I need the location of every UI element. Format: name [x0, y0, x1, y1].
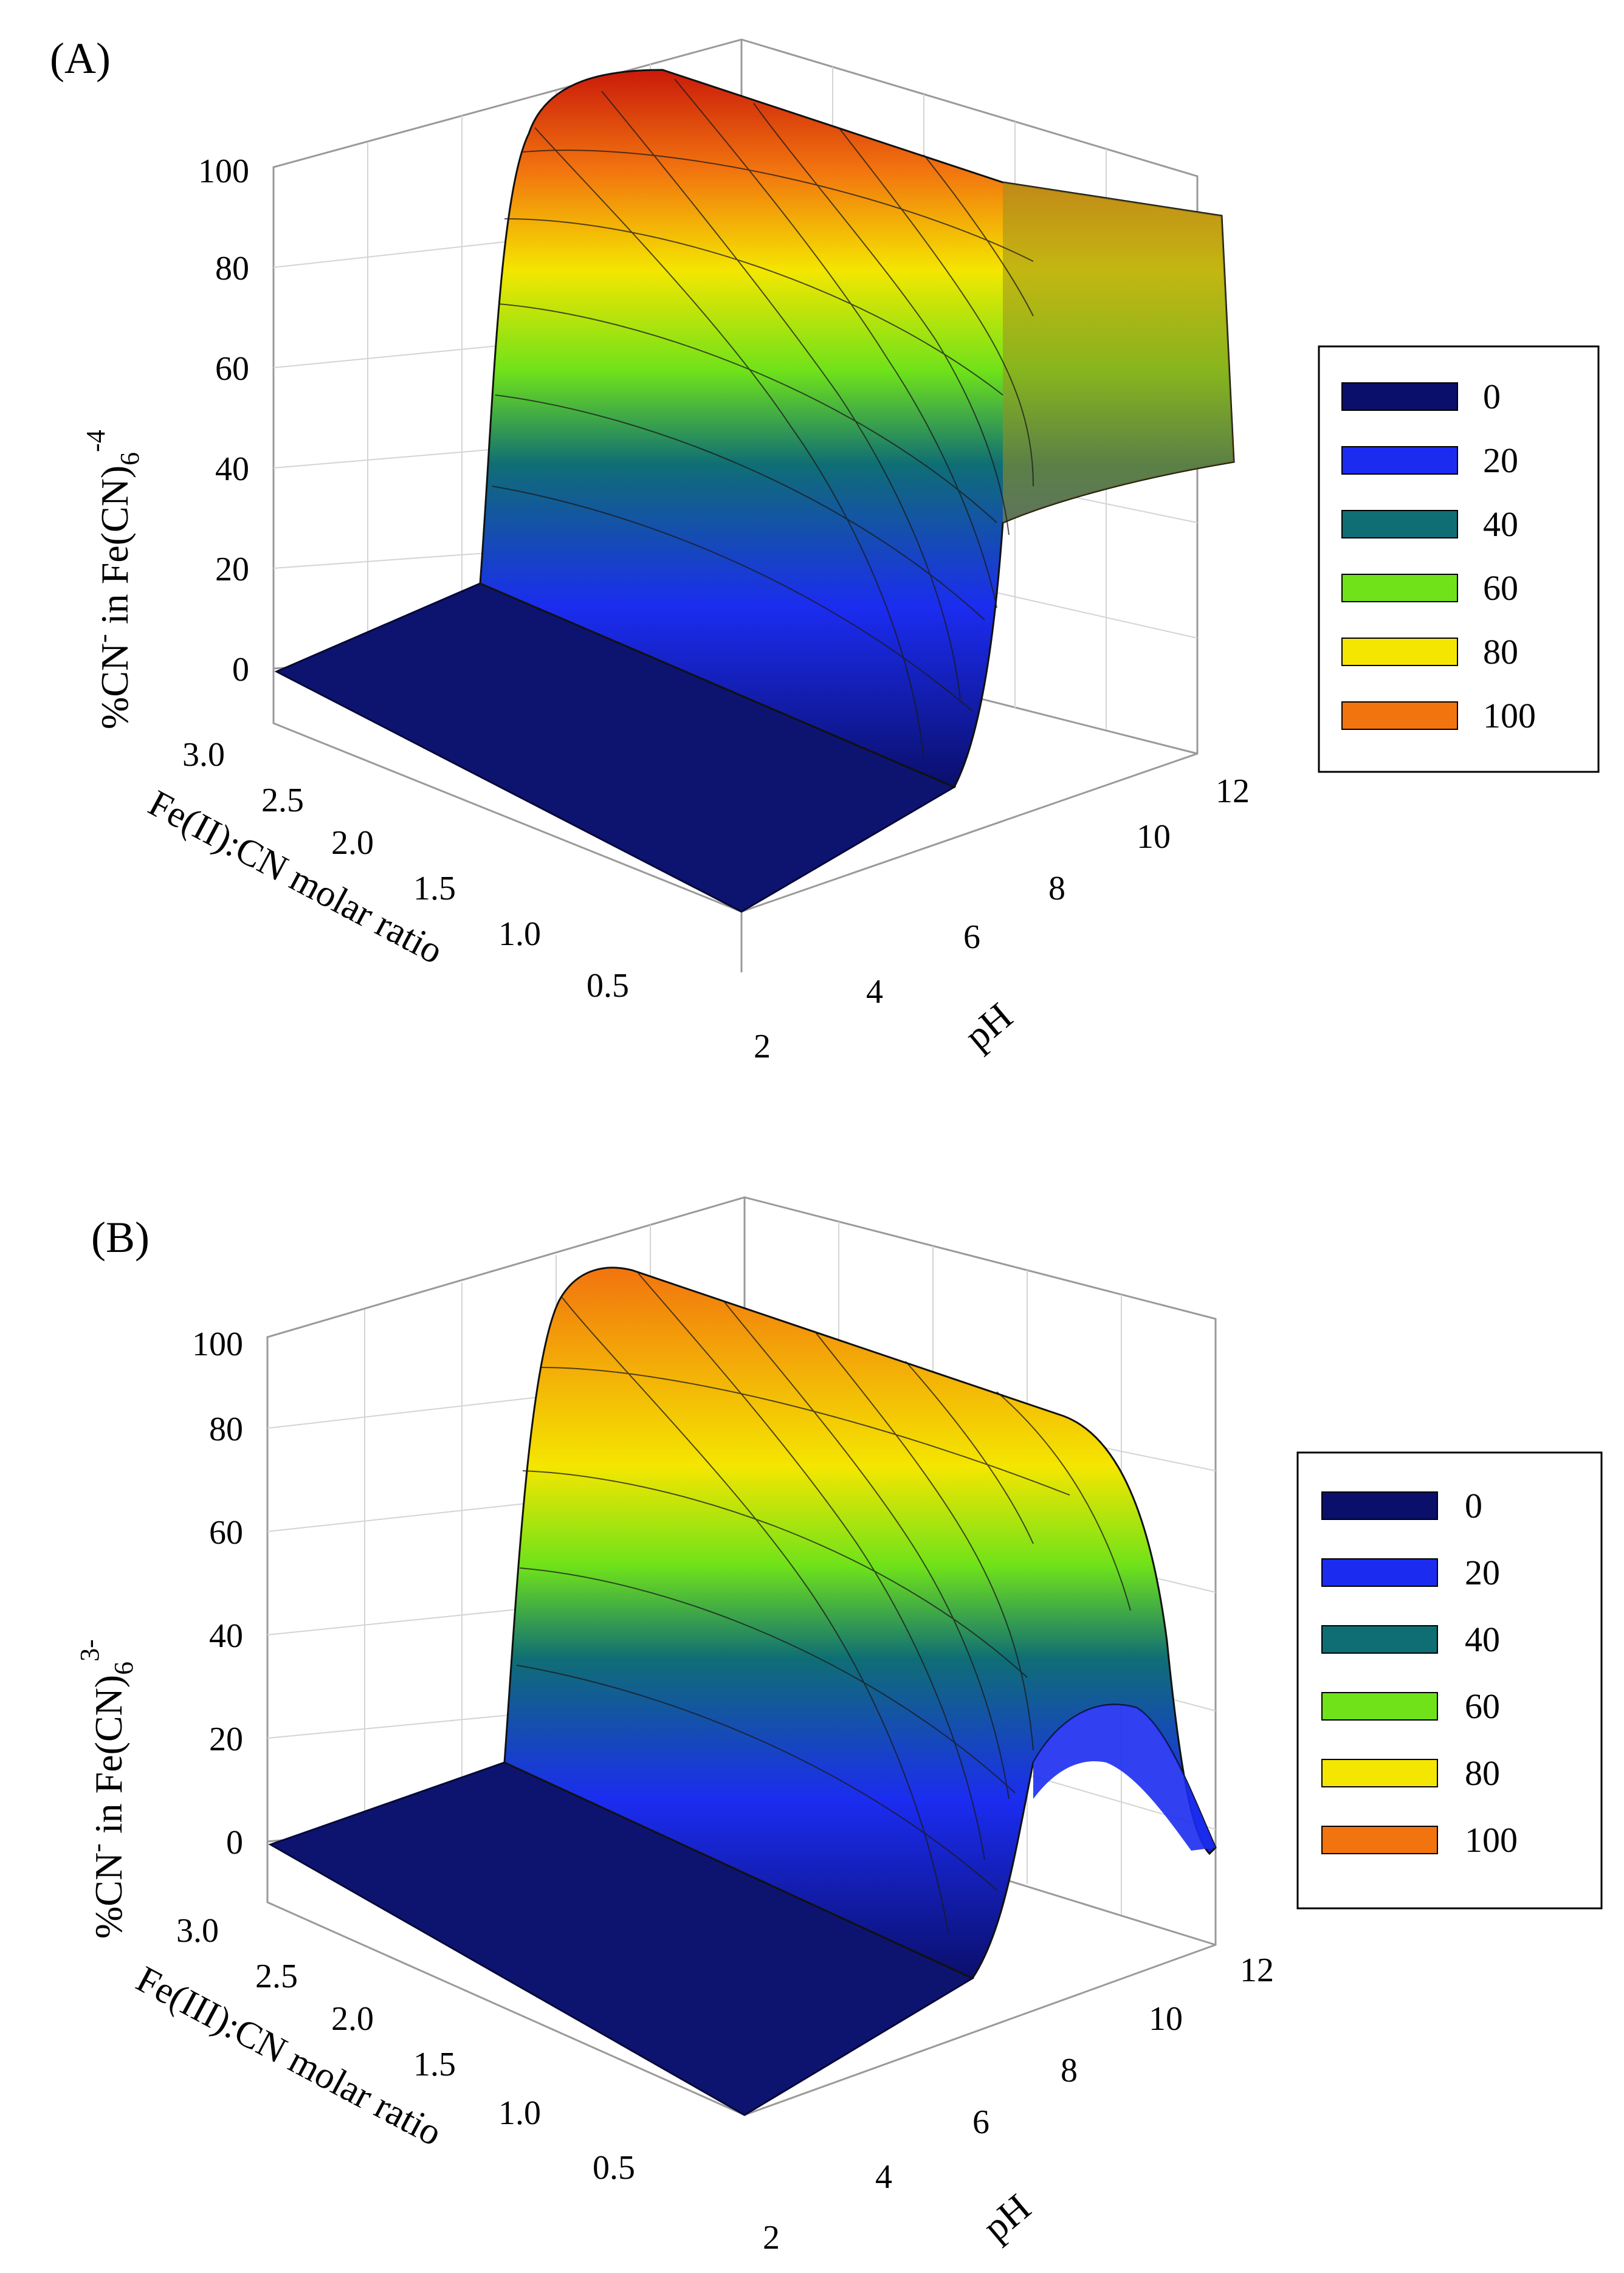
- legend-swatch: [1321, 1692, 1438, 1721]
- legend-label: 20: [1483, 441, 1518, 480]
- panel-b-z-axis-title: %CN- in Fe(CN)63-: [75, 1639, 139, 1939]
- legend-item: 0: [1321, 1486, 1482, 1525]
- legend-swatch: [1341, 510, 1458, 538]
- panel-b-z-ticks: 0 20 40 60 80 100: [192, 1326, 243, 1862]
- panel-b: (B): [75, 1196, 1603, 2257]
- panel-b-x-tick: 3.0: [176, 1912, 219, 1950]
- panel-b-y-tick: 10: [1149, 2000, 1183, 2038]
- legend-item: 0: [1341, 377, 1501, 416]
- legend-item: 80: [1341, 632, 1518, 672]
- panel-b-x-tick: 1.0: [498, 2094, 541, 2132]
- legend-swatch: [1341, 638, 1458, 666]
- panel-b-x-tick: 1.5: [413, 2046, 456, 2083]
- panel-b-y-tick: 4: [875, 2158, 892, 2196]
- panel-a-legend: 0 20 40 60 80 100: [1318, 345, 1600, 773]
- panel-a-label: (A): [50, 34, 111, 83]
- legend-item: 20: [1321, 1553, 1500, 1592]
- legend-item: 100: [1321, 1820, 1518, 1860]
- panel-a-y-ticks: 2 4 6 8 10 12: [754, 772, 1250, 1065]
- panel-a-z-tick: 20: [215, 551, 249, 588]
- panel-b-x-tick: 2.0: [331, 2000, 374, 2038]
- legend-label: 80: [1483, 632, 1518, 672]
- legend-label: 0: [1483, 377, 1501, 416]
- panel-a-y-tick: 8: [1048, 870, 1065, 907]
- panel-a-y-tick: 12: [1216, 772, 1250, 810]
- panel-a-y-tick: 6: [963, 918, 980, 956]
- panel-a-surface-mesh: [492, 78, 1034, 760]
- legend-label: 40: [1465, 1620, 1500, 1659]
- panel-a-legend-frame: [1318, 345, 1600, 773]
- panel-a-x-tick: 2.0: [331, 824, 374, 862]
- panel-a-surface-side: [1003, 182, 1234, 523]
- legend-swatch: [1341, 382, 1458, 411]
- panel-a-z-tick: 80: [215, 250, 249, 287]
- panel-b-y-tick: 2: [763, 2219, 780, 2257]
- panel-b-x-tick: 0.5: [593, 2149, 635, 2187]
- legend-item: 100: [1341, 696, 1536, 735]
- legend-label: 20: [1465, 1553, 1500, 1592]
- panel-b-surface-mesh: [516, 1273, 1131, 1933]
- legend-swatch: [1321, 1491, 1438, 1520]
- panel-a-z-tick: 60: [215, 350, 249, 388]
- panel-b-surface: [268, 1267, 1217, 2116]
- panel-a-y-tick: 10: [1137, 818, 1171, 856]
- legend-swatch: [1321, 1625, 1438, 1654]
- panel-a-z-axis-title: %CN- in Fe(CN)6-4: [81, 430, 145, 729]
- panel-a-z-ticks: 0 20 40 60 80 100: [198, 153, 249, 689]
- panel-b-z-tick: 80: [209, 1411, 243, 1448]
- legend-item: 60: [1341, 568, 1518, 608]
- panel-b-y-tick: 6: [972, 2103, 989, 2141]
- legend-label: 60: [1465, 1687, 1500, 1726]
- legend-item: 20: [1341, 441, 1518, 480]
- panel-b-z-tick: 20: [209, 1721, 243, 1758]
- legend-swatch: [1341, 446, 1458, 475]
- legend-item: 80: [1321, 1753, 1500, 1793]
- legend-item: 60: [1321, 1687, 1500, 1726]
- legend-swatch: [1341, 701, 1458, 730]
- legend-swatch: [1321, 1558, 1438, 1587]
- legend-swatch: [1341, 574, 1458, 602]
- panel-b-y-ticks: 2 4 6 8 10 12: [763, 1951, 1274, 2257]
- panel-a-x-tick: 3.0: [182, 736, 225, 774]
- legend-swatch: [1321, 1826, 1438, 1854]
- panel-a-surface: [274, 69, 1235, 913]
- panel-a-y-axis-title: pH: [956, 994, 1020, 1058]
- panel-a-z-tick: 40: [215, 450, 249, 488]
- panel-a-z-tick: 0: [232, 651, 249, 689]
- panel-b-x-ticks: 3.0 2.5 2.0 1.5 1.0 0.5: [176, 1912, 635, 2187]
- panel-b-z-tick: 0: [226, 1824, 243, 1862]
- panel-a-x-tick: 1.5: [413, 870, 456, 907]
- legend-item: 40: [1321, 1620, 1500, 1659]
- panel-b-y-axis-title: pH: [974, 2185, 1039, 2249]
- legend-label: 100: [1465, 1820, 1518, 1860]
- panel-a-x-tick: 2.5: [261, 782, 304, 819]
- panel-a-x-tick: 0.5: [587, 967, 629, 1005]
- panel-b-y-tick: 12: [1240, 1951, 1274, 1989]
- panel-a-x-ticks: 3.0 2.5 2.0 1.5 1.0 0.5: [182, 736, 629, 1005]
- legend-label: 0: [1465, 1486, 1482, 1525]
- legend-item: 40: [1341, 504, 1518, 544]
- panel-a-y-tick: 2: [754, 1028, 771, 1065]
- panel-b-y-tick: 8: [1061, 2052, 1078, 2089]
- legend-label: 60: [1483, 568, 1518, 608]
- legend-label: 40: [1483, 504, 1518, 544]
- panel-b-label: (B): [91, 1213, 150, 1262]
- panel-b-z-tick: 40: [209, 1617, 243, 1655]
- legend-swatch: [1321, 1759, 1438, 1787]
- panel-b-legend: 0 20 40 60 80 100: [1296, 1451, 1603, 1910]
- panel-b-surface-inner: [1033, 1704, 1216, 1851]
- panel-a: (A): [50, 34, 1600, 1065]
- panel-b-z-tick: 100: [192, 1326, 243, 1363]
- panel-a-z-tick: 100: [198, 153, 249, 190]
- panel-a-x-tick: 1.0: [498, 915, 541, 953]
- panel-b-z-tick: 60: [209, 1514, 243, 1552]
- panel-b-x-tick: 2.5: [255, 1958, 298, 1995]
- legend-label: 80: [1465, 1753, 1500, 1793]
- panel-a-y-tick: 4: [866, 973, 883, 1011]
- legend-label: 100: [1483, 696, 1536, 735]
